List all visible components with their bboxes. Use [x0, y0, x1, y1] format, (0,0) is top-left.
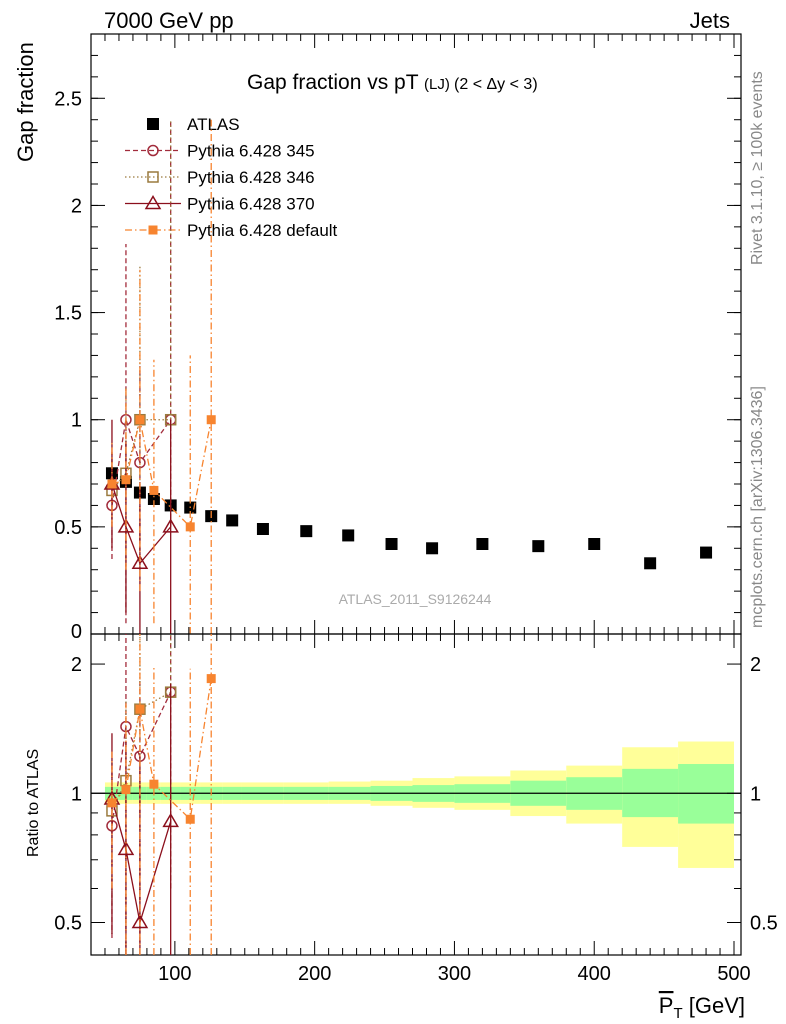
main-p346-line — [111, 419, 171, 491]
ratio-ytick-label: 2 — [71, 654, 82, 676]
legend-atlas-marker — [147, 118, 159, 130]
ratio-ytick-label-right: 2 — [750, 654, 761, 676]
main-ytick-label: 0 — [71, 621, 82, 643]
main-ylabel: Gap fraction — [13, 42, 38, 162]
ratio-panel: 0.5 1 2 0.5 1 2 100 200 300 400 500 Ratio to ATLAS P… — [25, 633, 778, 1022]
legend-p346-marker — [147, 171, 159, 183]
main-pdef-point — [185, 522, 195, 532]
ratio-pdef-point — [185, 814, 195, 824]
ratio-xlabel-sub: T — [673, 1005, 682, 1022]
ratio-xlabel-main: P — [659, 993, 674, 1018]
legend-p370-label: Pythia 6.428 370 — [187, 195, 315, 214]
ratio-frame — [90, 633, 742, 956]
ratio-pdef-point — [149, 779, 159, 789]
main-title-text: Gap fraction vs pT — [247, 71, 424, 94]
ratio-pdef-point — [135, 704, 145, 714]
ratio-xlabel-unit: [GeV] — [683, 993, 745, 1018]
legend-atlas-label: ATLAS — [187, 115, 240, 134]
main-p370-point — [131, 554, 149, 570]
legend-p370-marker — [144, 195, 162, 210]
main-ytick-label: 2 — [71, 195, 82, 217]
ratio-xtick-label: 400 — [578, 963, 611, 985]
ratio-xtick-label: 500 — [717, 963, 750, 985]
main-atlas-point — [426, 542, 439, 555]
main-pdef-point — [149, 485, 159, 495]
main-atlas-point — [700, 546, 713, 559]
ratio-xtick-label: 300 — [438, 963, 471, 985]
main-pdef-point — [135, 415, 145, 425]
main-p370-point — [117, 518, 135, 533]
ratio-ytick-label: 1 — [71, 783, 82, 805]
main-atlas-point — [385, 538, 398, 550]
watermark: ATLAS_2011_S9126244 — [339, 591, 492, 607]
main-atlas-point — [532, 540, 545, 553]
ratio-p345-line — [111, 691, 172, 826]
ratio-xlabel: PT [GeV] — [659, 993, 745, 1022]
main-atlas-point — [476, 538, 489, 550]
header-left: 7000 GeV pp — [104, 8, 234, 33]
ratio-p370-point — [162, 812, 179, 828]
ratio-xtick-label: 100 — [158, 963, 191, 985]
ratio-ytick-label-right: 0.5 — [750, 912, 778, 934]
ratio-p370-line — [111, 798, 172, 923]
ratio-pdef-point — [121, 785, 131, 795]
main-atlas-point — [300, 525, 313, 538]
main-title-range: (2 < Δy < 3) — [454, 76, 538, 93]
ratio-xtick-label: 200 — [298, 963, 331, 985]
rivet-label: Rivet 3.1.10, ≥ 100k events — [749, 71, 766, 265]
main-atlas-point — [588, 538, 601, 550]
legend-p345-label: Pythia 6.428 345 — [187, 142, 315, 161]
main-title-sub: (LJ) — [424, 76, 454, 93]
main-ytick-label: 2.5 — [54, 88, 82, 110]
ratio-ytick-label: 0.5 — [54, 912, 82, 934]
main-ytick-label: 1 — [71, 410, 82, 432]
main-atlas-point — [342, 529, 355, 542]
legend-pdef-marker — [148, 225, 158, 235]
main-panel: 0.5 1 1.5 2 2.5 0 Gap fraction vs pT (LJ) (2 <… — [13, 33, 742, 643]
legend-pdef-label: Pythia 6.428 default — [187, 221, 338, 240]
main-atlas-point — [644, 557, 657, 570]
ratio-ylabel: Ratio to ATLAS — [25, 749, 42, 857]
legend-p346-label: Pythia 6.428 346 — [187, 168, 315, 187]
main-pdef-point — [206, 415, 216, 425]
main-atlas-point — [147, 493, 160, 505]
ratio-ytick-label-right: 1 — [750, 783, 761, 805]
header-right: Jets — [690, 8, 730, 33]
main-atlas-point — [256, 523, 269, 535]
main-p370-line — [111, 483, 172, 565]
ratio-p370-point — [117, 840, 135, 856]
main-p345-line — [111, 419, 172, 506]
main-atlas-point — [226, 514, 239, 527]
ratio-p370-point — [131, 914, 149, 929]
ratio-pdef-point — [206, 674, 216, 684]
mcplots-label: mcplots.cern.ch [arXiv:1306.3436] — [749, 386, 766, 628]
main-ytick-label: 1.5 — [54, 303, 82, 325]
main-pdef-line — [111, 419, 212, 529]
ratio-p346-line — [111, 691, 171, 812]
main-p370-point — [162, 518, 179, 533]
main-ytick-label: 0.5 — [54, 517, 82, 539]
ratio-pdef-point — [107, 798, 117, 808]
main-pdef-point — [107, 479, 117, 489]
main-title: Gap fraction vs pT (LJ) (2 < Δy < 3) — [247, 71, 538, 94]
main-pdef-point — [121, 475, 131, 485]
legend-p345-marker — [147, 144, 159, 157]
